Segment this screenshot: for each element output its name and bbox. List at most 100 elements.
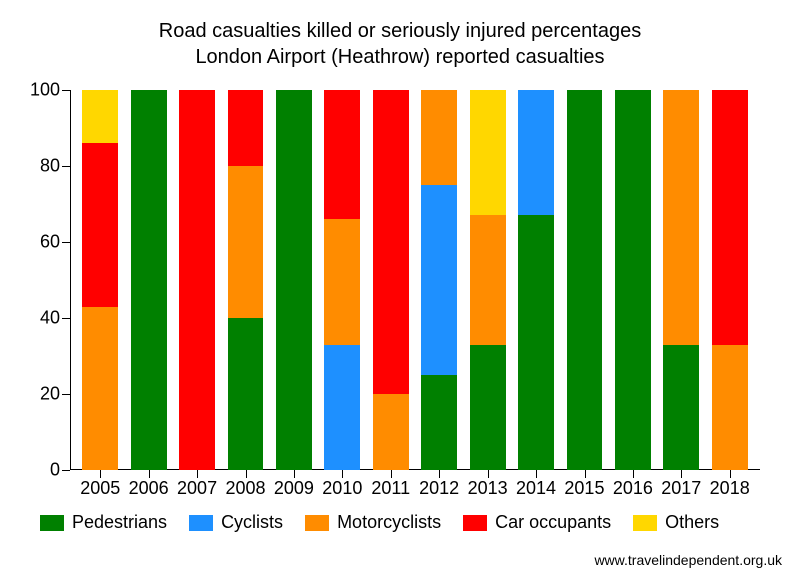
chart-container: Road casualties killed or seriously inju…	[0, 0, 800, 580]
segment-motorcyclists	[712, 345, 748, 470]
x-tick	[246, 470, 247, 478]
bar-2007	[179, 90, 215, 470]
segment-pedestrians	[228, 318, 264, 470]
x-tick-label: 2008	[221, 478, 269, 499]
legend-swatch	[633, 515, 657, 531]
chart-title: Road casualties killed or seriously inju…	[0, 18, 800, 70]
segment-car_occupants	[82, 143, 118, 306]
x-tick-label: 2010	[318, 478, 366, 499]
legend-label: Motorcyclists	[337, 512, 441, 533]
bar-slot	[463, 90, 511, 470]
legend: Pedestrians Cyclists Motorcyclists Car occu…	[40, 512, 760, 533]
legend-item-car_occupants: Car occupants	[463, 512, 611, 533]
legend-label: Others	[665, 512, 719, 533]
x-tick-label: 2013	[463, 478, 511, 499]
y-tick-label: 100	[10, 80, 60, 101]
x-tick-label: 2017	[657, 478, 705, 499]
y-tick-label: 0	[10, 460, 60, 481]
x-tick	[681, 470, 682, 478]
x-tick	[536, 470, 537, 478]
bar-2006	[131, 90, 167, 470]
bar-slot	[318, 90, 366, 470]
segment-motorcyclists	[82, 307, 118, 470]
x-tick-label: 2018	[705, 478, 753, 499]
segment-motorcyclists	[324, 219, 360, 344]
segment-car_occupants	[712, 90, 748, 345]
x-axis-labels: 2005200620072008200920102011201220132014…	[70, 478, 760, 499]
x-tick	[197, 470, 198, 478]
legend-label: Cyclists	[221, 512, 283, 533]
segment-pedestrians	[470, 345, 506, 470]
bar-slot	[512, 90, 560, 470]
bar-2013	[470, 90, 506, 470]
legend-swatch	[463, 515, 487, 531]
bar-2012	[421, 90, 457, 470]
segment-others	[82, 90, 118, 143]
legend-swatch	[305, 515, 329, 531]
segment-motorcyclists	[373, 394, 409, 470]
x-tick-label: 2007	[173, 478, 221, 499]
bar-slot	[609, 90, 657, 470]
bar-2015	[567, 90, 603, 470]
legend-swatch	[189, 515, 213, 531]
x-tick	[488, 470, 489, 478]
legend-item-cyclists: Cyclists	[189, 512, 283, 533]
x-tick	[342, 470, 343, 478]
y-tick	[62, 90, 70, 91]
bar-2009	[276, 90, 312, 470]
x-tick	[439, 470, 440, 478]
segment-car_occupants	[324, 90, 360, 219]
segment-others	[470, 90, 506, 215]
x-tick	[294, 470, 295, 478]
segment-car_occupants	[373, 90, 409, 394]
y-tick	[62, 166, 70, 167]
bar-2014	[518, 90, 554, 470]
segment-pedestrians	[518, 215, 554, 470]
segment-motorcyclists	[470, 215, 506, 344]
segment-cyclists	[324, 345, 360, 470]
x-tick-label: 2005	[76, 478, 124, 499]
x-tick	[391, 470, 392, 478]
x-tick-label: 2016	[609, 478, 657, 499]
legend-item-pedestrians: Pedestrians	[40, 512, 167, 533]
x-tick-label: 2011	[367, 478, 415, 499]
x-tick-label: 2012	[415, 478, 463, 499]
y-tick	[62, 470, 70, 471]
bar-2017	[663, 90, 699, 470]
bar-slot	[270, 90, 318, 470]
segment-motorcyclists	[663, 90, 699, 345]
segment-motorcyclists	[421, 90, 457, 185]
segment-car_occupants	[228, 90, 264, 166]
bar-2005	[82, 90, 118, 470]
x-tick-label: 2015	[560, 478, 608, 499]
bar-slot	[657, 90, 705, 470]
footer-credit: www.travelindependent.org.uk	[594, 552, 782, 568]
bar-slot	[415, 90, 463, 470]
segment-cyclists	[518, 90, 554, 215]
segment-pedestrians	[421, 375, 457, 470]
y-tick-label: 40	[10, 308, 60, 329]
segment-car_occupants	[179, 90, 215, 470]
segment-pedestrians	[567, 90, 603, 470]
x-tick	[730, 470, 731, 478]
segment-pedestrians	[276, 90, 312, 470]
segment-pedestrians	[615, 90, 651, 470]
bar-slot	[367, 90, 415, 470]
bar-slot	[173, 90, 221, 470]
y-tick	[62, 394, 70, 395]
segment-pedestrians	[131, 90, 167, 470]
x-tick-label: 2014	[512, 478, 560, 499]
legend-swatch	[40, 515, 64, 531]
plot-area	[70, 90, 760, 470]
x-tick	[633, 470, 634, 478]
legend-label: Car occupants	[495, 512, 611, 533]
bar-slot	[124, 90, 172, 470]
legend-label: Pedestrians	[72, 512, 167, 533]
y-tick-label: 60	[10, 232, 60, 253]
y-tick-label: 80	[10, 156, 60, 177]
bar-2016	[615, 90, 651, 470]
bar-slot	[76, 90, 124, 470]
bar-slot	[705, 90, 753, 470]
x-tick	[585, 470, 586, 478]
x-tick	[100, 470, 101, 478]
